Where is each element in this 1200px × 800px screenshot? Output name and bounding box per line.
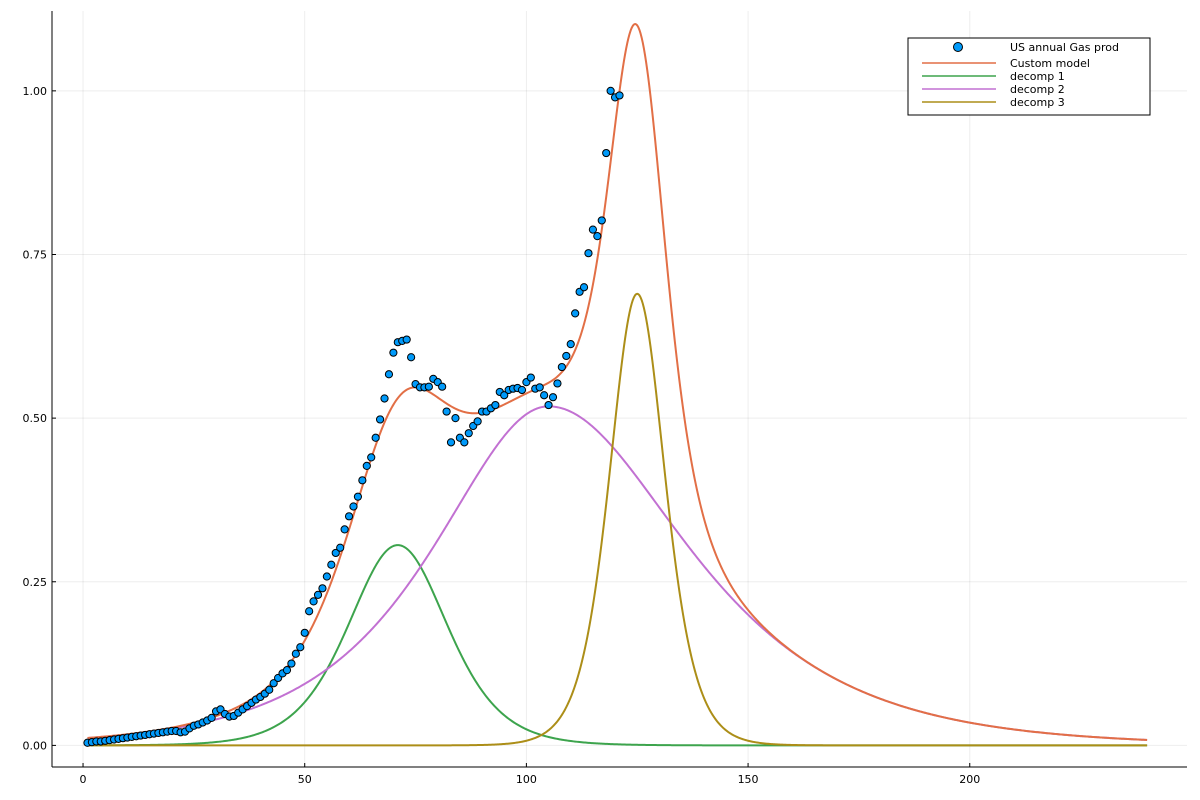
- scatter-point-112: [579, 283, 589, 292]
- scatter-point-77: [424, 382, 433, 391]
- scatter-point-53: [318, 584, 327, 593]
- y-tick-label-1: 0.25: [23, 576, 48, 589]
- y-tick-label-3: 0.75: [23, 248, 48, 261]
- scatter-point-103: [540, 391, 549, 400]
- series-line-decomp-1: [87, 544, 1148, 747]
- legend: US annual Gas prod Custom model decomp 1…: [907, 37, 1151, 116]
- scatter-point-120: [615, 91, 624, 100]
- scatter-point-85: [460, 438, 469, 447]
- scatter-point-104: [544, 400, 553, 410]
- scatter-point-92: [491, 400, 500, 410]
- scatter-point-62: [358, 476, 367, 485]
- scatter-point-47: [291, 649, 300, 658]
- scatter-point-57: [336, 543, 345, 552]
- scatter-point-88: [473, 417, 482, 426]
- scatter-point-50: [305, 607, 314, 616]
- scatter-point-66: [375, 415, 385, 424]
- scatter-point-116: [597, 216, 606, 225]
- scatter-point-61: [353, 492, 363, 501]
- scatter-point-86: [464, 429, 473, 438]
- legend-label-scatter: US annual Gas prod: [1010, 41, 1119, 54]
- scatter-point-55: [327, 560, 336, 569]
- scatter-point-72: [402, 335, 411, 344]
- series-lines: [87, 23, 1148, 747]
- scatter-point-60: [349, 502, 358, 511]
- scatter-point-28: [207, 713, 216, 723]
- scatter-point-94: [500, 391, 509, 400]
- y-tick-label-4: 1.00: [23, 85, 48, 98]
- scatter-point-82: [446, 438, 456, 447]
- tick-labels: 0 50 100 150 200 0.00 0.25 0.50 0.75 1.00: [23, 85, 981, 786]
- y-tick-label-2: 0.50: [23, 412, 48, 425]
- scatter-point-105: [548, 393, 558, 402]
- scatter-point-81: [442, 407, 451, 416]
- scatter-point-64: [367, 453, 376, 462]
- scatter-point-59: [344, 512, 354, 521]
- scatter-point-102: [535, 383, 544, 392]
- scatter-point-54: [322, 572, 331, 581]
- scatter-point-48: [296, 643, 305, 652]
- scatter-point-98: [517, 385, 527, 395]
- scatter-point-83: [451, 414, 460, 423]
- scatter-point-51: [309, 597, 318, 606]
- scatter-point-107: [557, 362, 566, 372]
- scatter-point-56: [331, 548, 340, 558]
- scatter-point-46: [287, 659, 296, 668]
- scatter-point-41: [265, 685, 274, 694]
- scatter-point-113: [584, 249, 593, 258]
- legend-label-decomp-1: decomp 1: [1010, 70, 1065, 83]
- scatter-point-63: [362, 461, 371, 471]
- scatter-point-67: [380, 394, 389, 403]
- series-line-decomp-3: [87, 292, 1148, 747]
- series-line-custom-model: [87, 23, 1148, 741]
- scatter-point-109: [566, 340, 575, 349]
- x-tick-label-1: 50: [298, 773, 312, 786]
- scatter-point-110: [571, 309, 580, 318]
- scatter-point-42: [269, 679, 278, 688]
- scatter-points: [83, 86, 624, 747]
- scatter-point-106: [553, 379, 562, 388]
- scatter-point-115: [593, 232, 602, 241]
- legend-label-decomp-2: decomp 2: [1010, 83, 1065, 96]
- x-tick-label-2: 100: [516, 773, 537, 786]
- scatter-point-45: [282, 666, 292, 675]
- scatter-point-118: [606, 86, 615, 95]
- scatter-point-58: [340, 525, 349, 534]
- axes: [51, 11, 1187, 768]
- scatter-point-80: [438, 382, 447, 391]
- scatter-point-100: [526, 373, 535, 382]
- x-tick-label-0: 0: [80, 773, 87, 786]
- legend-marker-scatter: [953, 42, 963, 52]
- x-tick-label-4: 200: [959, 773, 980, 786]
- x-tick-label-3: 150: [738, 773, 759, 786]
- legend-label-custom-model: Custom model: [1010, 57, 1090, 70]
- scatter-point-68: [384, 370, 394, 379]
- scatter-point-69: [389, 348, 398, 357]
- scatter-point-73: [407, 353, 416, 362]
- scatter-point-108: [562, 351, 571, 361]
- legend-label-decomp-3: decomp 3: [1010, 96, 1065, 109]
- scatter-point-65: [371, 433, 380, 442]
- scatter-point-117: [602, 148, 611, 158]
- scatter-point-49: [300, 628, 309, 637]
- scatter-point-114: [588, 225, 598, 234]
- y-tick-label-0: 0.00: [23, 739, 48, 752]
- scatter-point-52: [313, 590, 323, 599]
- series-line-decomp-2: [87, 405, 1148, 741]
